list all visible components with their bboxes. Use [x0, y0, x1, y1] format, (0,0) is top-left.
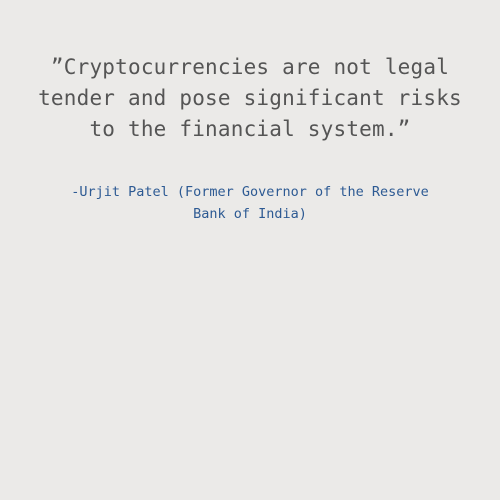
quote-text: ”Cryptocurrencies are not legal tender a… [38, 55, 462, 141]
quote-attribution: -Urjit Patel (Former Governor of the Res… [71, 184, 429, 222]
